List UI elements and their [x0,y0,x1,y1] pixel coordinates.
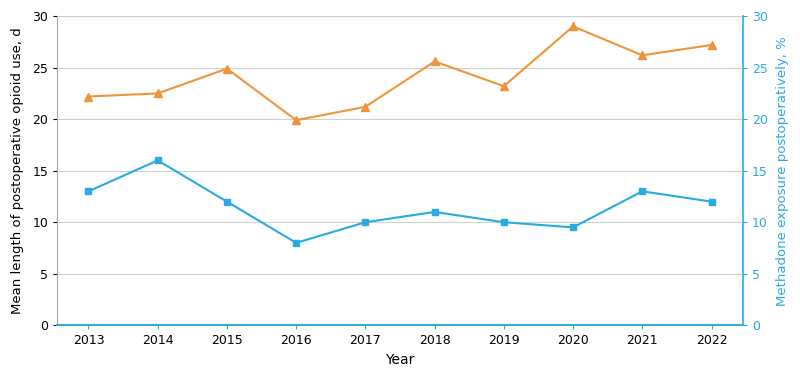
Y-axis label: Methadone exposure postoperatively, %: Methadone exposure postoperatively, % [776,36,789,305]
Y-axis label: Mean length of postoperative opioid use, d: Mean length of postoperative opioid use,… [11,27,24,314]
X-axis label: Year: Year [386,353,414,367]
